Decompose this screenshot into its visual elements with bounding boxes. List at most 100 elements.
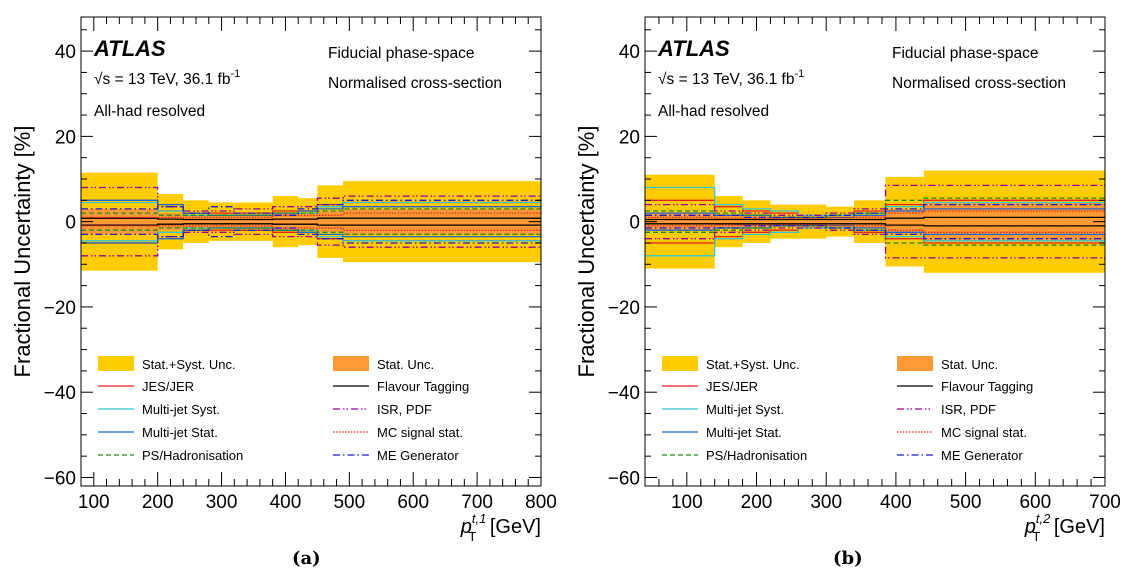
a-bar-stat-7: [317, 210, 343, 233]
b-bar-stat-3: [770, 217, 799, 226]
b-bar-stat-1: [714, 215, 743, 229]
b-xtick-label: 600: [1019, 492, 1051, 513]
a-legend-label-jes_jer: JES/JER: [142, 379, 194, 394]
b-ylabel: Fractional Uncertainty [%]: [574, 126, 599, 378]
b-line-me_gen-down: [645, 225, 1105, 240]
a-atlas-label: ATLAS: [93, 36, 166, 61]
a-legend-label-flavour: Flavour Tagging: [377, 379, 469, 394]
b-legend-label-jes_jer: JES/JER: [706, 379, 758, 394]
b-bar-stat-8: [923, 202, 1105, 241]
a-xtick-label: 800: [525, 492, 557, 513]
a-ylabel: Fractional Uncertainty [%]: [10, 126, 35, 378]
a-bar-stat-8: [342, 208, 541, 235]
a-legend-swatch-stat: [333, 356, 369, 371]
b-xlabel: pt,2 T [GeV]: [1024, 511, 1105, 544]
b-energy-label: √s = 13 TeV, 36.1 fb-1: [658, 68, 804, 88]
b-legend-swatch-stat: [897, 356, 933, 371]
b-plot-frame: [644, 16, 1106, 487]
a-ytick-label: −60: [44, 468, 76, 489]
a-legend-label-multijet_stat: Multi-jet Stat.: [142, 425, 218, 440]
b-xtick-label: 500: [950, 492, 982, 513]
b-ytick-label: 0: [629, 213, 640, 234]
b-ytick-label: 40: [619, 42, 640, 63]
a-line-mc_stat-up: [81, 212, 541, 219]
chart-panel-a: −60 −40 −20 0 20 40 100 200 300 400 500 600 700 800 Fr…: [10, 16, 557, 544]
b-legend-label-stat: Stat. Unc.: [941, 357, 998, 372]
a-legend-swatch-stat_syst: [98, 356, 134, 371]
a-xtick-label: 600: [397, 492, 429, 513]
a-xtick-label: 300: [206, 492, 238, 513]
b-normalisation-label: Normalised cross-section: [892, 75, 1066, 92]
b-legend-label-stat_syst: Stat.+Syst. Unc.: [706, 357, 800, 372]
a-line-me_gen-up: [81, 199, 541, 216]
b-ytick-label: 20: [619, 127, 640, 148]
b-line-isr_pdf-down: [645, 227, 1105, 259]
a-xlabel: pt,1 T [GeV]: [460, 511, 541, 544]
b-legend-label-multijet_stat: Multi-jet Stat.: [706, 425, 782, 440]
b-legend-label-ps_had: PS/Hadronisation: [706, 448, 807, 463]
a-ytick-label: −20: [44, 298, 76, 319]
a-xtick-label: 700: [461, 492, 493, 513]
a-ytick-label: 40: [55, 42, 76, 63]
b-xtick-label: 400: [880, 492, 912, 513]
b-atlas-label: ATLAS: [657, 36, 730, 61]
a-energy-label: √s = 13 TeV, 36.1 fb-1: [94, 68, 240, 88]
a-ytick-label: 0: [65, 213, 76, 234]
a-channel-label: All-had resolved: [94, 103, 205, 120]
a-xtick-label: 200: [142, 492, 174, 513]
a-xtick-label: 400: [270, 492, 302, 513]
b-legend-label-me_gen: ME Generator: [941, 448, 1023, 463]
b-line-flavour-up: [645, 216, 1105, 221]
b-line-mc_stat-up: [645, 210, 1105, 219]
a-phase-space-label: Fiducial phase-space: [328, 45, 474, 62]
a-bar-stat-3: [208, 215, 235, 229]
a-legend-label-stat: Stat. Unc.: [377, 357, 434, 372]
chart-panel-b: −60 −40 −20 0 20 40 100 200 300 400 500 600 700 Fract…: [574, 16, 1121, 544]
b-xtick-label: 200: [741, 492, 773, 513]
a-legend-label-isr_pdf: ISR, PDF: [377, 402, 432, 417]
b-channel-label: All-had resolved: [658, 103, 769, 120]
b-legend-label-multijet_syst: Multi-jet Syst.: [706, 402, 784, 417]
b-line-ps_had-down: [645, 225, 1105, 246]
b-bar-stat-6: [854, 215, 886, 229]
b-line-mc_stat-down: [645, 224, 1105, 233]
b-xtick-label: 100: [671, 492, 703, 513]
a-bar-stat-2: [183, 215, 209, 229]
b-ytick-label: −60: [608, 468, 640, 489]
b-line-isr_pdf-up: [645, 184, 1105, 216]
b-line-ps_had-up: [645, 197, 1105, 219]
a-xtick-label: 100: [78, 492, 110, 513]
caption-a: (a): [292, 548, 321, 569]
a-normalisation-label: Normalised cross-section: [328, 75, 502, 92]
a-bar-stat-1: [157, 213, 184, 231]
a-line-me_gen-down: [81, 227, 541, 244]
a-ytick-label: 20: [55, 127, 76, 148]
b-line-flavour-down: [645, 223, 1105, 227]
a-legend-label-stat_syst: Stat.+Syst. Unc.: [142, 357, 236, 372]
b-bar-stat-4: [798, 217, 827, 226]
a-xtick-label: 500: [333, 492, 365, 513]
caption-b: (b): [833, 548, 863, 569]
b-legend-swatch-stat_syst: [662, 356, 698, 371]
b-ytick-label: −40: [608, 383, 640, 404]
a-line-flavour-up: [81, 217, 541, 221]
a-bar-stat-5: [272, 213, 299, 231]
a-line-mc_stat-down: [81, 225, 541, 231]
b-ytick-label: −20: [608, 298, 640, 319]
a-bar-stat-6: [298, 213, 318, 231]
b-bar-stat-5: [826, 217, 855, 226]
b-line-me_gen-up: [645, 203, 1105, 219]
a-legend-label-me_gen: ME Generator: [377, 448, 459, 463]
b-legend-label-flavour: Flavour Tagging: [941, 379, 1033, 394]
b-xtick-label: 300: [810, 492, 842, 513]
b-phase-space-label: Fiducial phase-space: [892, 45, 1038, 62]
a-legend-label-multijet_syst: Multi-jet Syst.: [142, 402, 220, 417]
a-line-flavour-down: [81, 223, 541, 226]
b-legend-label-mc_stat: MC signal stat.: [941, 425, 1027, 440]
b-xtick-label: 700: [1089, 492, 1121, 513]
a-legend-label-mc_stat: MC signal stat.: [377, 425, 463, 440]
b-legend-label-isr_pdf: ISR, PDF: [941, 402, 996, 417]
a-ytick-label: −40: [44, 383, 76, 404]
a-legend-label-ps_had: PS/Hadronisation: [142, 448, 243, 463]
